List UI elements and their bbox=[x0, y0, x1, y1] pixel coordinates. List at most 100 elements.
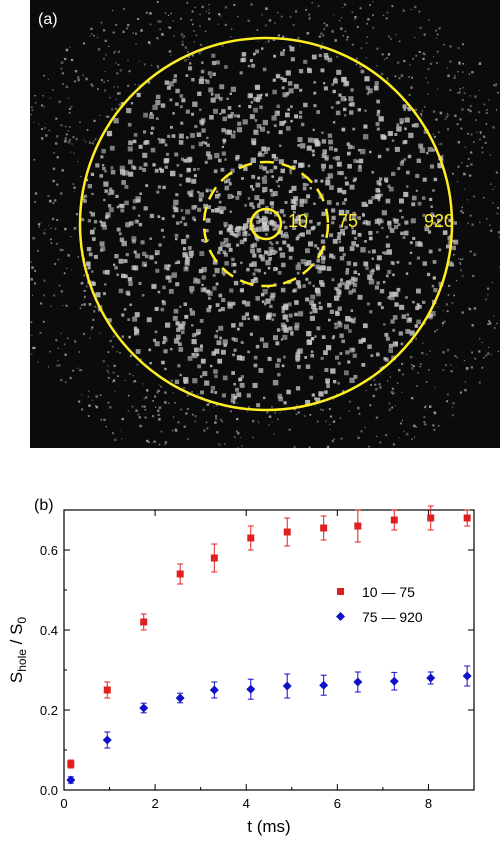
panel-a-label: (a) bbox=[38, 11, 58, 28]
particle bbox=[492, 189, 494, 191]
particle bbox=[345, 316, 350, 321]
particle bbox=[401, 343, 404, 346]
particle bbox=[259, 199, 264, 204]
particle bbox=[367, 18, 369, 20]
particle bbox=[97, 37, 98, 38]
particle bbox=[234, 437, 236, 439]
particle bbox=[80, 176, 81, 177]
particle bbox=[403, 236, 406, 239]
particle bbox=[376, 231, 378, 233]
particle bbox=[321, 260, 325, 264]
particle bbox=[230, 93, 232, 95]
particle bbox=[322, 266, 326, 270]
particle bbox=[93, 35, 95, 37]
particle bbox=[265, 260, 270, 265]
particle bbox=[333, 121, 335, 123]
particle bbox=[269, 416, 272, 419]
particle bbox=[216, 330, 218, 332]
particle bbox=[275, 341, 279, 345]
particle bbox=[252, 437, 254, 439]
particle bbox=[216, 431, 218, 433]
particle bbox=[337, 188, 342, 193]
particle bbox=[319, 222, 321, 224]
particle bbox=[191, 145, 195, 149]
particle bbox=[103, 182, 108, 187]
particle bbox=[406, 185, 408, 187]
particle bbox=[272, 115, 277, 120]
particle bbox=[218, 326, 223, 331]
particle bbox=[144, 140, 148, 144]
particle bbox=[338, 283, 342, 287]
particle bbox=[290, 16, 292, 18]
data-point-series-1 bbox=[140, 619, 147, 626]
particle bbox=[111, 170, 116, 175]
particle bbox=[320, 409, 322, 411]
particle bbox=[343, 108, 346, 111]
particle bbox=[471, 134, 473, 136]
particle bbox=[368, 88, 373, 93]
particle bbox=[85, 142, 86, 143]
particle bbox=[81, 394, 82, 395]
particle bbox=[89, 303, 92, 306]
particle bbox=[235, 196, 239, 200]
particle bbox=[78, 256, 79, 257]
particle bbox=[487, 352, 490, 355]
particle bbox=[322, 139, 326, 143]
particle bbox=[264, 272, 266, 274]
particle bbox=[390, 376, 391, 377]
particle bbox=[277, 419, 279, 421]
particle bbox=[184, 315, 187, 318]
particle bbox=[318, 391, 323, 396]
particle bbox=[59, 285, 60, 286]
particle bbox=[494, 186, 495, 187]
particle bbox=[237, 115, 240, 118]
particle bbox=[272, 318, 275, 321]
particle bbox=[247, 411, 248, 412]
particle bbox=[323, 258, 325, 260]
particle bbox=[297, 272, 300, 275]
particle bbox=[232, 196, 234, 198]
particle bbox=[443, 369, 445, 371]
particle bbox=[296, 280, 301, 285]
particle bbox=[105, 71, 106, 72]
data-point-series-1 bbox=[391, 517, 398, 524]
particle bbox=[31, 114, 32, 115]
particle bbox=[386, 199, 391, 204]
particle bbox=[163, 338, 167, 342]
particle bbox=[279, 121, 284, 126]
particle bbox=[312, 2, 313, 3]
particle bbox=[142, 294, 145, 297]
particle bbox=[130, 355, 132, 357]
particle bbox=[35, 102, 37, 104]
particle bbox=[293, 289, 297, 293]
particle bbox=[397, 219, 399, 221]
particle bbox=[482, 151, 484, 153]
particle bbox=[138, 414, 140, 416]
particle bbox=[440, 143, 442, 145]
particle bbox=[56, 135, 59, 138]
particle bbox=[367, 302, 370, 305]
particle bbox=[329, 185, 334, 190]
particle bbox=[303, 187, 307, 191]
particle bbox=[231, 263, 235, 267]
particle bbox=[61, 61, 64, 64]
particle bbox=[282, 335, 287, 340]
particle bbox=[180, 18, 182, 20]
particle bbox=[374, 384, 376, 386]
particle bbox=[234, 349, 237, 352]
particle bbox=[100, 155, 103, 158]
particle bbox=[457, 71, 458, 72]
particle bbox=[391, 172, 395, 176]
particle bbox=[349, 401, 351, 403]
particle bbox=[298, 411, 300, 413]
particle bbox=[149, 255, 153, 259]
particle bbox=[186, 255, 188, 257]
particle bbox=[333, 14, 334, 15]
particle bbox=[170, 13, 172, 15]
particle bbox=[347, 164, 352, 169]
particle bbox=[368, 200, 372, 204]
particle bbox=[32, 109, 34, 111]
particle bbox=[376, 188, 381, 193]
particle bbox=[420, 363, 422, 365]
particle bbox=[388, 226, 392, 230]
